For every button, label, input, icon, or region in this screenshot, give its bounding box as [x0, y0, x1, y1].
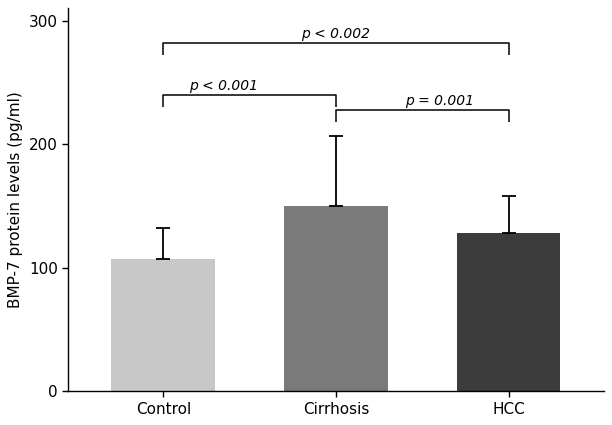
Bar [111, 259, 215, 391]
Text: p < 0.002: p < 0.002 [302, 27, 370, 41]
Y-axis label: BMP-7 protein levels (pg/ml): BMP-7 protein levels (pg/ml) [9, 91, 23, 308]
Bar [284, 206, 388, 391]
Bar [457, 233, 561, 391]
Text: p = 0.001: p = 0.001 [405, 94, 474, 108]
Text: p < 0.001: p < 0.001 [189, 79, 258, 93]
